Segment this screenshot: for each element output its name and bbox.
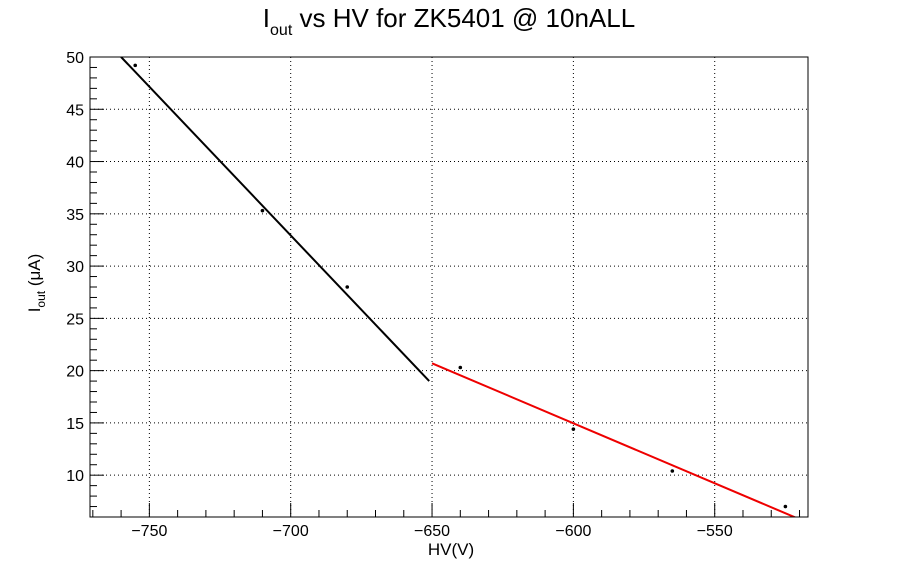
data-point (571, 427, 576, 431)
data-points (133, 63, 788, 509)
x-tick-label: −700 (273, 523, 309, 540)
y-axis-label: Iout (μA) (25, 254, 48, 313)
y-tick-label: 10 (66, 468, 84, 485)
data-point (133, 63, 138, 68)
y-tick-label: 45 (66, 102, 84, 119)
fit-line (120, 57, 430, 382)
fit-lines (120, 57, 797, 517)
y-tick-label: 35 (66, 207, 84, 224)
plot-frame (89, 56, 809, 518)
x-tick-label: −600 (555, 523, 591, 540)
chart-title: Iout vs HV for ZK5401 @ 10nALL (263, 3, 635, 39)
y-tick-label: 25 (66, 311, 84, 328)
data-point (345, 285, 350, 289)
x-tick-label: −750 (131, 523, 167, 540)
y-axis: 10 15 20 25 30 35 40 45 50 (66, 50, 104, 518)
data-point (670, 469, 675, 473)
y-tick-label: 20 (66, 364, 84, 381)
grid (90, 56, 808, 517)
y-tick-label: 15 (66, 416, 84, 433)
data-point (783, 504, 788, 509)
x-axis: −750 −700 −650 −600 −550 (92, 503, 801, 540)
x-tick-label: −650 (414, 523, 450, 540)
fit-line (431, 362, 797, 517)
y-tick-label: 40 (66, 155, 84, 172)
data-point (458, 365, 463, 370)
data-point (260, 208, 265, 213)
y-tick-label: 50 (66, 50, 84, 67)
y-tick-label: 30 (66, 259, 84, 276)
x-tick-label: −550 (697, 523, 733, 540)
x-axis-label: HV(V) (428, 540, 474, 559)
